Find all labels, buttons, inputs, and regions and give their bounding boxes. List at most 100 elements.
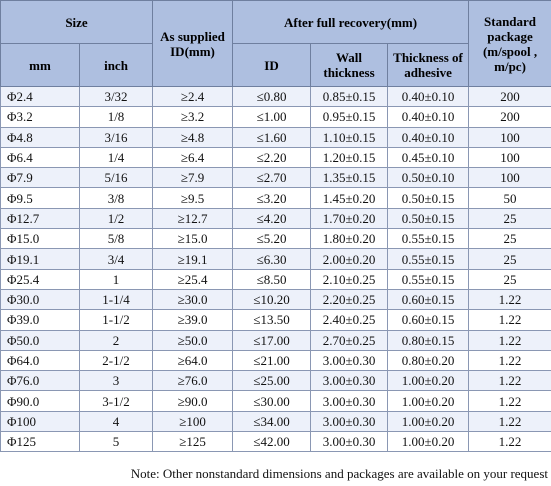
table-row: Φ19.1 3/4 ≥19.1 ≤6.30 2.00±0.20 0.55±0.15 25 (0, 248, 551, 270)
header-inch: inch (78, 43, 154, 87)
cell-adhesive-thickness: 1.00±0.20 (387, 431, 470, 453)
cell-inch: 3-1/2 (78, 390, 154, 412)
cell-adhesive-thickness: 0.60±0.15 (387, 288, 470, 311)
cell-mm: Φ3.2 (0, 106, 80, 128)
table-row: Φ50.0 2 ≥50.0 ≤17.00 2.70±0.25 0.80±0.15 1.22 (0, 329, 551, 351)
cell-standard-package: 100 (468, 167, 551, 189)
cell-standard-package: 1.22 (468, 390, 551, 412)
cell-as-supplied-id: ≥3.2 (152, 106, 234, 128)
cell-inch: 1 (78, 268, 154, 290)
cell-mm: Φ6.4 (0, 146, 80, 169)
table-row: Φ15.0 5/8 ≥15.0 ≤5.20 1.80±0.20 0.55±0.15 25 (0, 228, 551, 250)
table-row: Φ125 5 ≥125 ≤42.00 3.00±0.30 1.00±0.20 1.22 (0, 431, 551, 453)
cell-mm: Φ4.8 (0, 126, 80, 148)
cell-adhesive-thickness: 0.55±0.15 (387, 228, 470, 250)
cell-id: ≤4.20 (232, 207, 312, 230)
cell-mm: Φ64.0 (0, 349, 80, 372)
cell-as-supplied-id: ≥100 (152, 410, 234, 433)
cell-mm: Φ100 (0, 410, 80, 433)
cell-wall-thickness: 1.45±0.20 (310, 187, 389, 209)
cell-id: ≤30.00 (232, 390, 312, 412)
cell-mm: Φ15.0 (0, 228, 80, 250)
cell-inch: 5/16 (78, 167, 154, 189)
header-row-sub: mm inch ID Wall thickness Thickness of a… (0, 43, 551, 87)
cell-mm: Φ19.1 (0, 248, 80, 270)
spec-table: Size As supplied ID(mm) After full recov… (0, 0, 551, 453)
cell-id: ≤34.00 (232, 410, 312, 433)
cell-inch: 4 (78, 410, 154, 433)
cell-as-supplied-id: ≥15.0 (152, 228, 234, 250)
cell-as-supplied-id: ≥6.4 (152, 146, 234, 169)
cell-standard-package: 1.22 (468, 288, 551, 311)
cell-standard-package: 100 (468, 146, 551, 169)
cell-standard-package: 1.22 (468, 349, 551, 372)
table-row: Φ9.5 3/8 ≥9.5 ≤3.20 1.45±0.20 0.50±0.15 50 (0, 187, 551, 209)
cell-standard-package: 25 (468, 248, 551, 270)
cell-mm: Φ125 (0, 431, 80, 453)
table-row: Φ76.0 3 ≥76.0 ≤25.00 3.00±0.30 1.00±0.20 1.22 (0, 370, 551, 392)
cell-mm: Φ90.0 (0, 390, 80, 412)
cell-standard-package: 1.22 (468, 431, 551, 453)
header-standard-package: Standard package (m/spool , m/pc) (468, 0, 551, 87)
cell-id: ≤2.20 (232, 146, 312, 169)
cell-wall-thickness: 3.00±0.30 (310, 390, 389, 412)
cell-as-supplied-id: ≥90.0 (152, 390, 234, 412)
cell-wall-thickness: 2.10±0.25 (310, 268, 389, 290)
cell-wall-thickness: 2.00±0.20 (310, 248, 389, 270)
cell-id: ≤25.00 (232, 370, 312, 392)
footnote: Note: Other nonstandard dimensions and p… (130, 466, 548, 481)
cell-as-supplied-id: ≥12.7 (152, 207, 234, 230)
cell-wall-thickness: 1.20±0.15 (310, 146, 389, 169)
cell-as-supplied-id: ≥125 (152, 431, 234, 453)
cell-standard-package: 1.22 (468, 309, 551, 331)
cell-wall-thickness: 2.40±0.25 (310, 309, 389, 331)
header-size: Size (0, 0, 154, 44)
header-id: ID (232, 43, 312, 87)
cell-wall-thickness: 3.00±0.30 (310, 370, 389, 392)
cell-as-supplied-id: ≥25.4 (152, 268, 234, 290)
cell-adhesive-thickness: 0.55±0.15 (387, 268, 470, 290)
cell-id: ≤6.30 (232, 248, 312, 270)
cell-adhesive-thickness: 0.50±0.15 (387, 187, 470, 209)
cell-mm: Φ2.4 (0, 85, 80, 108)
cell-standard-package: 200 (468, 106, 551, 128)
header-row-top: Size As supplied ID(mm) After full recov… (0, 0, 551, 87)
cell-adhesive-thickness: 1.00±0.20 (387, 410, 470, 433)
cell-as-supplied-id: ≥76.0 (152, 370, 234, 392)
cell-inch: 1/2 (78, 207, 154, 230)
cell-id: ≤5.20 (232, 228, 312, 250)
cell-inch: 2-1/2 (78, 349, 154, 372)
table-row: Φ25.4 1 ≥25.4 ≤8.50 2.10±0.25 0.55±0.15 25 (0, 268, 551, 290)
cell-inch: 1/4 (78, 146, 154, 169)
header-as-supplied-id: As supplied ID(mm) (152, 0, 234, 87)
cell-inch: 3 (78, 370, 154, 392)
table-row: Φ39.0 1-1/2 ≥39.0 ≤13.50 2.40±0.25 0.60±0.15 1… (0, 309, 551, 331)
table-row: Φ30.0 1-1/4 ≥30.0 ≤10.20 2.20±0.25 0.60±0.15 1… (0, 288, 551, 311)
cell-inch: 5/8 (78, 228, 154, 250)
cell-standard-package: 25 (468, 228, 551, 250)
cell-adhesive-thickness: 1.00±0.20 (387, 370, 470, 392)
cell-wall-thickness: 0.95±0.15 (310, 106, 389, 128)
cell-id: ≤10.20 (232, 288, 312, 311)
header-adhesive-thickness: Thickness of adhesive (387, 43, 470, 87)
cell-wall-thickness: 0.85±0.15 (310, 85, 389, 108)
cell-id: ≤13.50 (232, 309, 312, 331)
table-row: Φ4.8 3/16 ≥4.8 ≤1.60 1.10±0.15 0.40±0.10 100 (0, 126, 551, 148)
cell-adhesive-thickness: 0.40±0.10 (387, 106, 470, 128)
cell-wall-thickness: 1.35±0.15 (310, 167, 389, 189)
cell-id: ≤2.70 (232, 167, 312, 189)
cell-inch: 3/4 (78, 248, 154, 270)
table-row: Φ90.0 3-1/2 ≥90.0 ≤30.00 3.00±0.30 1.00±0.20 1… (0, 390, 551, 412)
cell-mm: Φ9.5 (0, 187, 80, 209)
cell-as-supplied-id: ≥39.0 (152, 309, 234, 331)
cell-adhesive-thickness: 0.45±0.10 (387, 146, 470, 169)
cell-wall-thickness: 1.10±0.15 (310, 126, 389, 148)
cell-inch: 3/16 (78, 126, 154, 148)
header-after-recovery: After full recovery(mm) (232, 0, 470, 44)
cell-id: ≤3.20 (232, 187, 312, 209)
cell-id: ≤0.80 (232, 85, 312, 108)
cell-wall-thickness: 2.70±0.25 (310, 329, 389, 351)
cell-id: ≤1.00 (232, 106, 312, 128)
cell-as-supplied-id: ≥50.0 (152, 329, 234, 351)
cell-wall-thickness: 3.00±0.30 (310, 431, 389, 453)
